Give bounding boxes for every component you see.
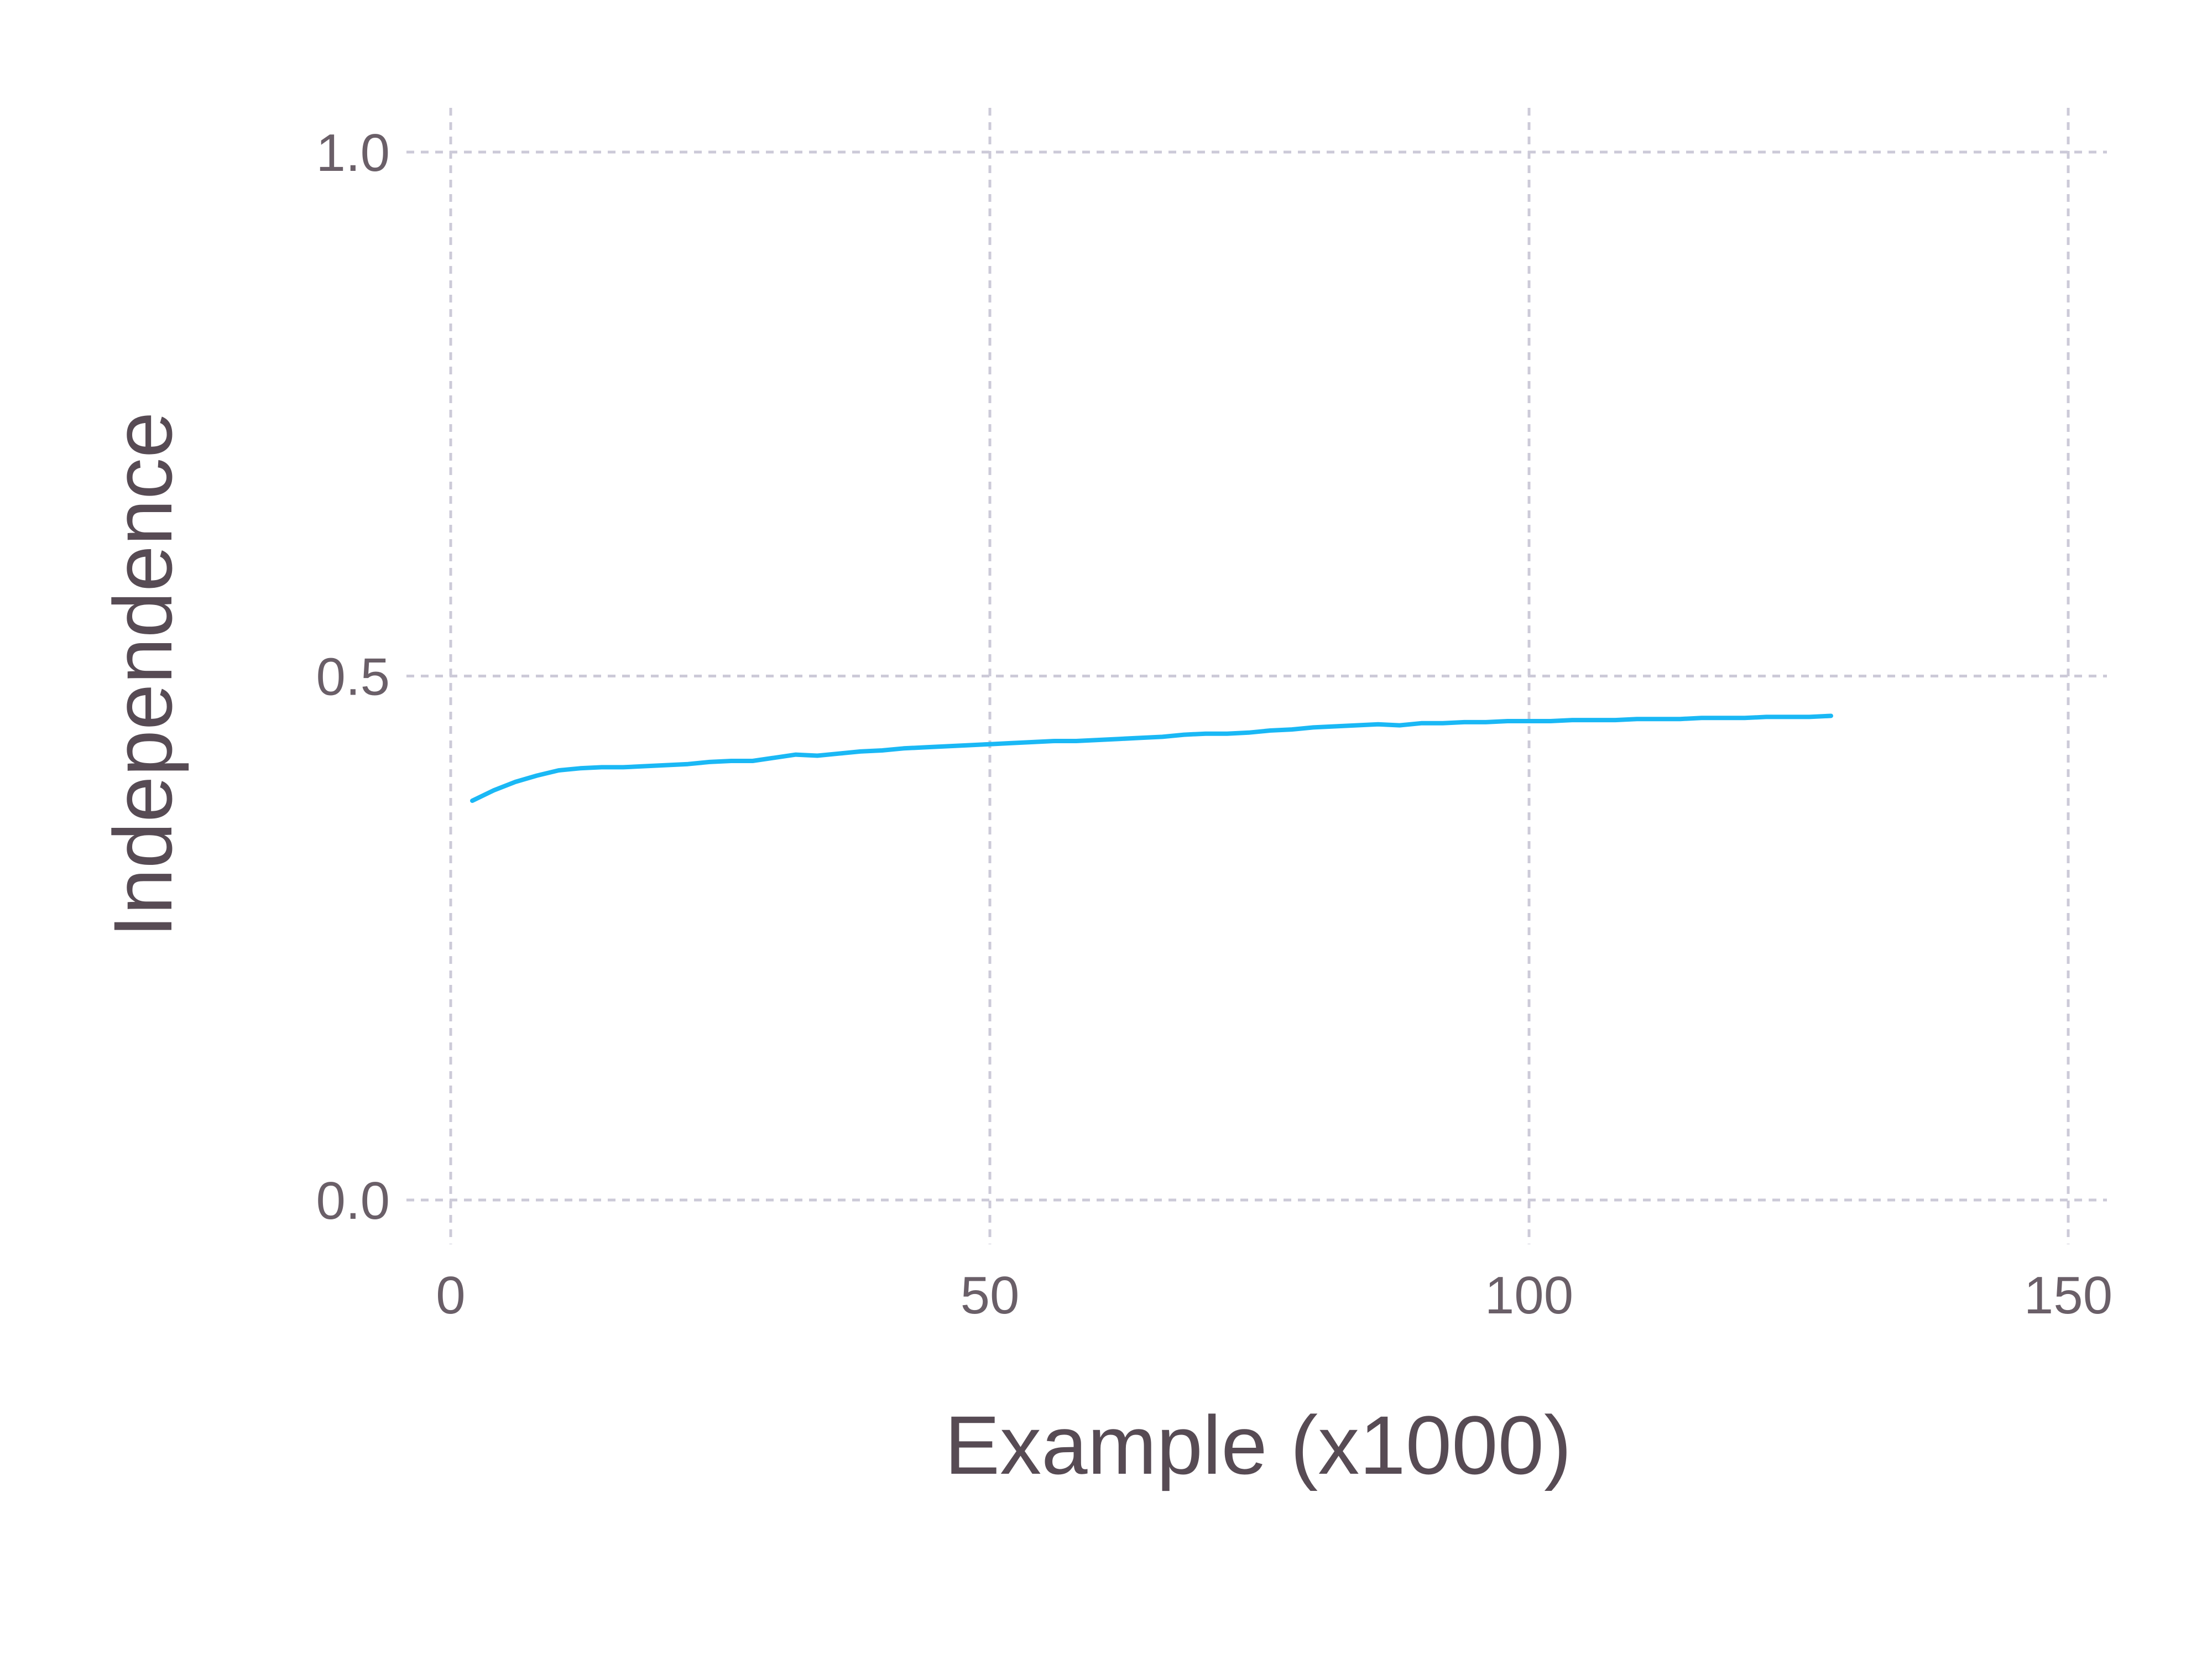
y-tick-label: 0.0 [316,1171,390,1230]
y-tick-label: 0.5 [316,648,390,707]
horizontal-gridlines [406,150,2107,1202]
series-line [470,713,1833,803]
series-layer [470,713,1833,803]
y-axis-label: Independence [96,412,189,938]
x-tick-label: 150 [2024,1266,2112,1325]
x-tick-labels: 0 50 100 150 [436,1266,2112,1325]
x-tick-label: 0 [436,1266,465,1325]
y-tick-labels: 0.0 0.5 1.0 [316,123,390,1230]
x-axis-label: Example (x1000) [945,1399,1572,1491]
x-tick-label: 50 [961,1266,1020,1325]
y-tick-label: 1.0 [316,123,390,182]
x-tick-label: 100 [1485,1266,1573,1325]
